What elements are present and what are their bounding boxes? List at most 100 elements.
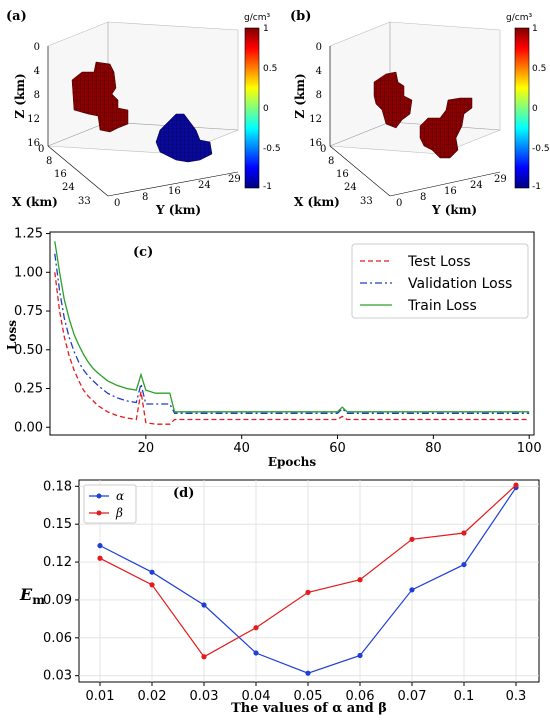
panel-a-positive-body xyxy=(71,61,129,133)
panel-c-series-line-2 xyxy=(54,241,530,413)
panel-d-x-axis: 0.01 0.02 0.03 0.04 0.05 0.06 0.07 0.1 0.3 xyxy=(86,682,527,704)
panel-a-x-label: X (km) xyxy=(12,195,58,209)
panel-b-y-tick: 8 xyxy=(420,192,426,203)
panel-a-negative-body xyxy=(155,113,213,163)
panel-d-x-tick-label: 0.03 xyxy=(190,689,219,704)
panel-a-y-tick: 29 xyxy=(228,174,241,185)
panel-c-series-line-1 xyxy=(54,253,530,414)
panel-c-y-axis: 0.00 0.25 0.50 0.75 1.00 1.25 xyxy=(14,227,50,435)
panel-b-z-tick: 8 xyxy=(316,90,322,101)
panel-d-x-tick-label: 0.06 xyxy=(346,689,375,704)
panel-d-y-tick-label: 0.03 xyxy=(43,669,72,684)
panel-d-point-0 xyxy=(97,543,103,549)
panel-a-3d-density-model: (a) 0 4 8 12 16 Z (km) 0 8 16 24 33 X ( xyxy=(6,9,281,217)
panel-c-x-tick-label: 80 xyxy=(425,441,442,456)
panel-c-y-tick-label: 0.75 xyxy=(14,304,43,319)
panel-a-colorbar-tick: 1 xyxy=(263,24,269,34)
panel-b-colorbar-tick: 0.5 xyxy=(532,64,546,74)
panel-a-z-label: Z (km) xyxy=(13,73,27,118)
panel-a-x-tick: 8 xyxy=(46,156,52,167)
legend-test-loss: Test Loss xyxy=(407,254,471,270)
panel-d-point-0 xyxy=(305,670,311,676)
panel-d-x-tick-label: 0.05 xyxy=(294,689,323,704)
panel-a-z-tick: 0 xyxy=(34,42,40,53)
panel-a-label: (a) xyxy=(6,9,27,24)
panel-d-x-tick-label: 0.07 xyxy=(398,689,427,704)
panel-d-y-tick-label: 0.06 xyxy=(43,631,72,646)
panel-c-x-tick-label: 60 xyxy=(329,441,346,456)
panel-a-colorbar-tick: -1 xyxy=(263,182,272,192)
legend-marker-beta xyxy=(96,510,102,516)
panel-c-label: (c) xyxy=(133,245,153,260)
panel-a-z-tick: 12 xyxy=(27,114,40,125)
panel-b-z-tick: 0 xyxy=(316,42,322,53)
panel-b-y-label: Y (km) xyxy=(431,203,477,217)
panel-a-z-tick: 4 xyxy=(34,66,40,77)
panel-b-x-label: X (km) xyxy=(294,195,340,209)
panel-a-x-tick: 0 xyxy=(38,144,44,155)
panel-d-point-0 xyxy=(201,602,207,608)
panel-d-legend-box xyxy=(83,484,137,524)
panel-d-point-1 xyxy=(149,582,155,588)
panel-d-y-tick-label: 0.15 xyxy=(43,517,72,532)
panel-d-point-0 xyxy=(149,569,155,575)
panel-c-x-tick-label: 20 xyxy=(138,441,155,456)
panel-d-label: (d) xyxy=(173,486,194,501)
panel-a-x-tick: 24 xyxy=(62,182,75,193)
panel-c-y-label: Loss xyxy=(5,320,19,350)
panel-b-colorbar-tick: 1 xyxy=(532,24,538,34)
panel-b-z-tick: 16 xyxy=(309,138,322,149)
panel-b-label: (b) xyxy=(290,9,311,24)
panel-b-z-tick: 4 xyxy=(316,66,322,77)
panel-a-y-tick: 16 xyxy=(168,186,181,197)
panel-b-axes-box xyxy=(329,21,501,197)
panel-c-x-tick-label: 100 xyxy=(517,441,542,456)
panel-d-y-tick-label: 0.18 xyxy=(43,479,72,494)
panel-c-y-tick-label: 0.25 xyxy=(14,382,43,397)
panel-a-colorbar-tick: 0.5 xyxy=(263,64,277,74)
panel-d-point-1 xyxy=(201,654,207,660)
panel-b-y-tick: 16 xyxy=(444,186,457,197)
panel-c-y-tick-label: 0.50 xyxy=(14,343,43,358)
panel-c-legend-box xyxy=(351,243,529,319)
panel-b-positive-body-1 xyxy=(373,71,413,129)
legend-marker-alpha xyxy=(96,493,102,499)
panel-d-point-1 xyxy=(409,536,415,542)
panel-a-colorbar xyxy=(244,27,260,189)
panel-d-y-tick-label: 0.12 xyxy=(43,555,72,570)
panel-b-x-tick: 33 xyxy=(360,196,373,207)
panel-d-point-0 xyxy=(253,650,259,656)
panel-d-point-1 xyxy=(513,482,519,488)
panel-d-x-tick-label: 0.02 xyxy=(138,689,167,704)
panel-d-legend: α β xyxy=(83,484,137,524)
panel-d-point-1 xyxy=(305,589,311,595)
panel-d-error-chart: (d) 0.030.060.090.120.150.18 0.01 0.02 0.0… xyxy=(19,479,540,716)
legend-validation-loss: Validation Loss xyxy=(408,276,512,292)
panel-a-colorbar-tick: 0 xyxy=(263,104,269,114)
panel-d-point-1 xyxy=(253,625,259,631)
legend-beta: β xyxy=(115,506,123,520)
panel-b-x-tick: 0 xyxy=(320,144,326,155)
panel-d-plot-frame xyxy=(78,479,540,683)
panel-b-y-tick: 0 xyxy=(396,198,402,209)
panel-c-x-axis: 20 40 60 80 100 xyxy=(138,435,542,456)
panel-b-colorbar-tick: -0.5 xyxy=(532,144,550,154)
panel-b-colorbar xyxy=(514,27,530,189)
panel-d-point-1 xyxy=(461,530,467,536)
panel-c-loss-chart: (c) 0.00 0.25 0.50 0.75 1.00 1.25 20 40 60 80 100… xyxy=(5,227,542,469)
panel-b-x-tick: 16 xyxy=(336,169,349,180)
panel-d-point-0 xyxy=(461,561,467,568)
panel-c-series xyxy=(54,241,530,425)
panel-d-x-tick-label: 0.01 xyxy=(86,689,115,704)
panel-d-y-tick-label: 0.09 xyxy=(43,593,72,608)
panel-b-positive-body-2 xyxy=(419,97,473,159)
panel-b-colorbar-tick: 0 xyxy=(532,104,538,114)
panel-d-x-tick-label: 0.3 xyxy=(506,689,527,704)
panel-d-x-tick-label: 0.04 xyxy=(242,689,271,704)
legend-alpha: α xyxy=(116,489,124,503)
panel-c-series-line-0 xyxy=(54,272,530,425)
legend-train-loss: Train Loss xyxy=(407,298,477,314)
panel-b-colorbar-tick: -1 xyxy=(532,182,541,192)
panel-a-y-tick: 0 xyxy=(114,198,120,209)
panel-d-x-tick-label: 0.1 xyxy=(454,689,475,704)
